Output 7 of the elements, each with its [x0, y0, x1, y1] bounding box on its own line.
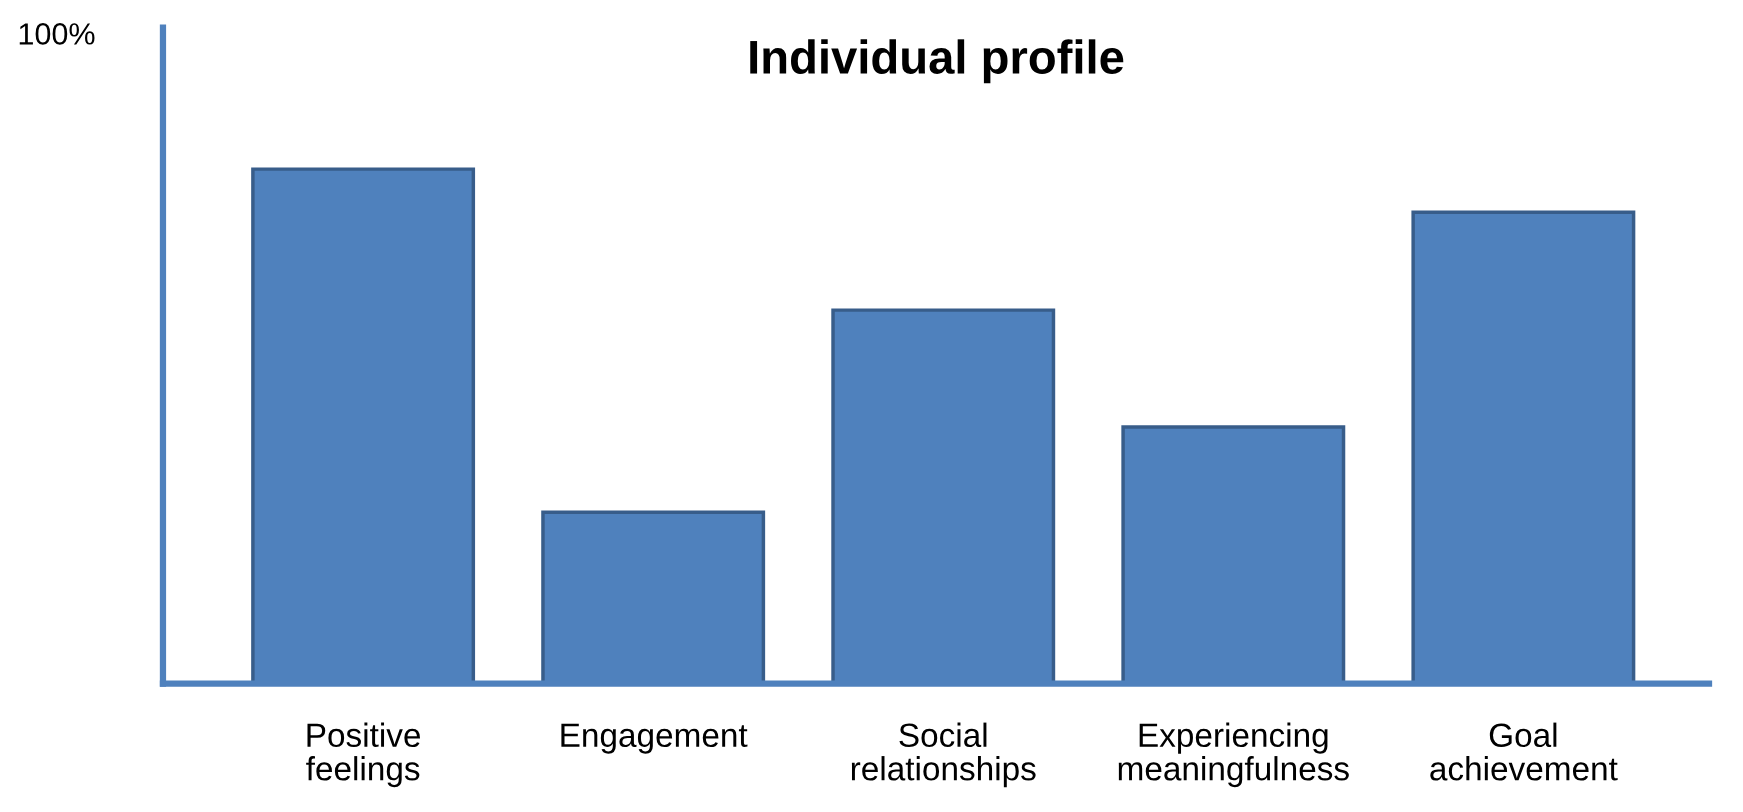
- x-tick-label: Positive feelings: [306, 722, 420, 788]
- x-tick-label: Goal achievement: [1430, 722, 1618, 781]
- x-tick-label: Experiencing meaningfulness: [1118, 722, 1349, 788]
- text: 100%: [19, 23, 95, 45]
- chart-title: Individual profile: [750, 39, 1124, 84]
- x-tick-label: Engagement: [561, 723, 748, 754]
- x-tick-label: Social relationships: [851, 722, 1036, 788]
